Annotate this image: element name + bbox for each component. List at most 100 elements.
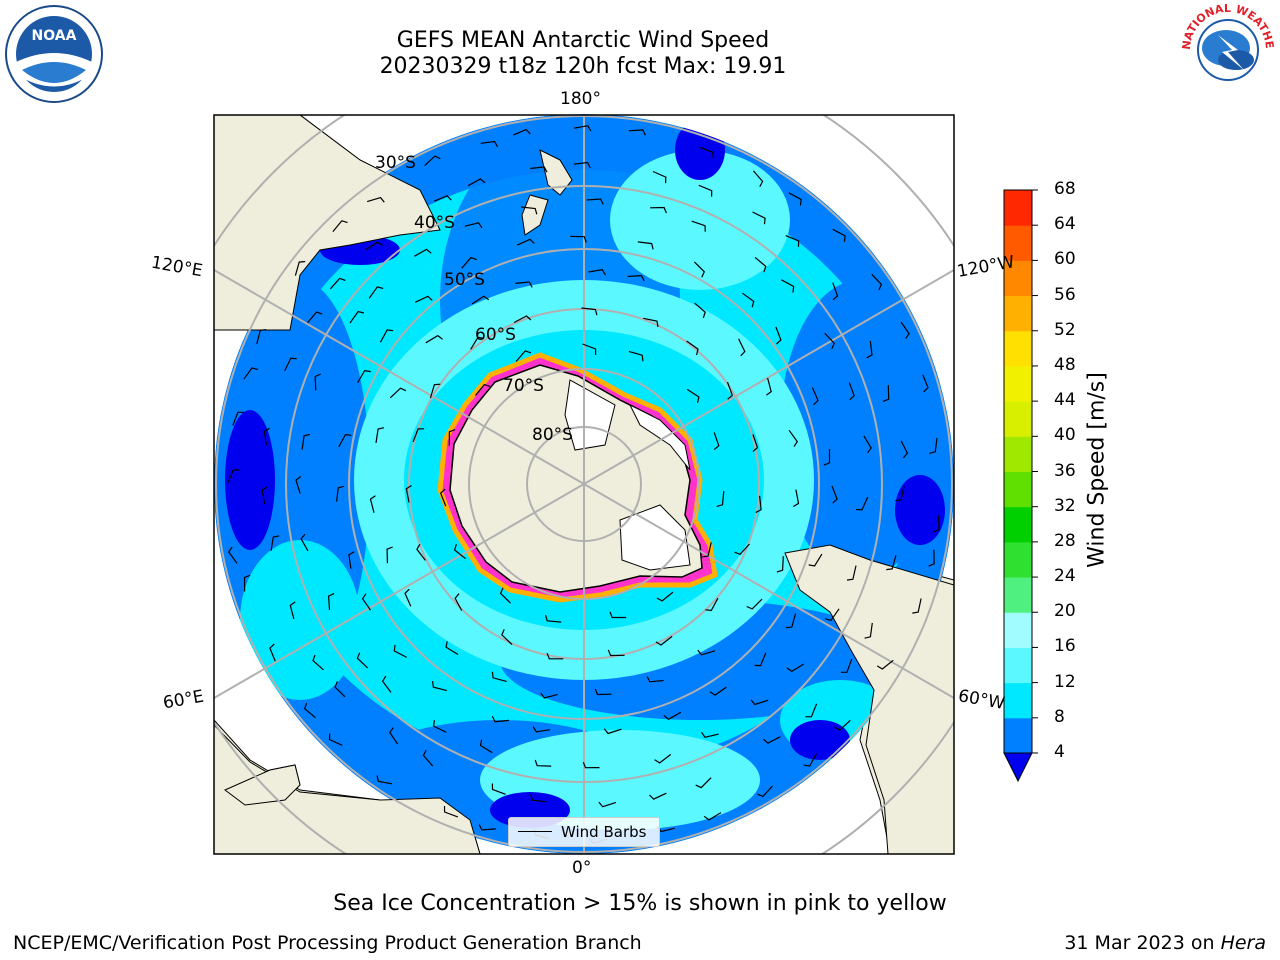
wind-barb bbox=[702, 542, 712, 558]
wind-barb bbox=[776, 556, 784, 573]
wind-barb bbox=[855, 496, 869, 511]
wind-barb bbox=[864, 622, 873, 639]
wind-barb bbox=[811, 387, 819, 406]
wind-barb bbox=[637, 241, 654, 250]
colorbar-tick-label: 8 bbox=[1054, 706, 1065, 727]
wind-barb bbox=[545, 614, 562, 623]
wind-barb bbox=[479, 739, 493, 754]
wind-barb bbox=[405, 484, 412, 503]
wind-barb bbox=[701, 731, 719, 738]
ross-ice-shelf bbox=[564, 379, 616, 451]
wind-barb bbox=[628, 350, 644, 362]
wind-barb bbox=[663, 711, 682, 721]
wind-barb bbox=[695, 777, 712, 789]
colorbar-segment bbox=[1004, 401, 1032, 437]
wind-barb bbox=[412, 428, 425, 443]
wind-barb bbox=[609, 611, 627, 619]
wind-barb bbox=[334, 681, 346, 698]
wind-barb bbox=[243, 367, 258, 380]
wind-barb bbox=[603, 728, 622, 735]
wind-barb bbox=[746, 598, 763, 610]
wind-barb bbox=[716, 490, 725, 507]
wind-barb bbox=[491, 716, 510, 723]
wind-barb bbox=[648, 792, 667, 800]
colorbar-segment bbox=[1004, 225, 1032, 261]
wind-barb bbox=[594, 688, 612, 696]
wind-barb bbox=[328, 733, 343, 746]
wind-barb bbox=[697, 649, 716, 656]
wind-barb bbox=[307, 311, 323, 324]
colorbar-tick-label: 40 bbox=[1054, 425, 1076, 446]
wind-barb bbox=[336, 485, 345, 502]
wind-barb bbox=[433, 720, 447, 733]
noaa-logo: NOAA bbox=[4, 4, 104, 104]
wind-barb bbox=[805, 703, 818, 718]
wind-barb bbox=[570, 235, 587, 243]
run-date: 31 Mar 2023 on Hera bbox=[1064, 932, 1266, 954]
lat-label-80s: 80°S bbox=[532, 425, 573, 445]
legend-line-swatch bbox=[518, 831, 552, 832]
wind-barb bbox=[573, 161, 591, 169]
lon-label-0: 0° bbox=[572, 858, 592, 878]
wind-barb bbox=[530, 794, 547, 803]
wind-barb bbox=[540, 692, 558, 699]
wind-barb bbox=[832, 282, 839, 301]
colorbar-tick-label: 68 bbox=[1054, 179, 1076, 199]
wind-barb bbox=[501, 629, 513, 646]
wind-barb bbox=[332, 220, 348, 232]
lat-label-70s: 70°S bbox=[503, 376, 544, 396]
wind-barb bbox=[532, 726, 551, 733]
wind-barb bbox=[573, 125, 592, 132]
wind-barb bbox=[654, 753, 672, 764]
colorbar bbox=[1003, 189, 1038, 783]
map-frame bbox=[213, 114, 955, 855]
wind-barb bbox=[754, 652, 767, 667]
wind-barb bbox=[464, 222, 483, 229]
wind-barb bbox=[786, 663, 804, 673]
wind-barb bbox=[429, 383, 441, 399]
colorbar-segment bbox=[1004, 295, 1032, 332]
wind-barb bbox=[228, 546, 238, 564]
wind-barb bbox=[389, 387, 407, 399]
wind-barb bbox=[467, 178, 486, 187]
wind-barb bbox=[646, 676, 664, 683]
wind-barb bbox=[263, 427, 270, 446]
wind-barb bbox=[530, 166, 548, 173]
wind-barb bbox=[499, 587, 512, 604]
wind-barb bbox=[513, 128, 531, 136]
wind-barb bbox=[270, 535, 280, 551]
wind-barb bbox=[693, 261, 706, 278]
colorbar-tick-label: 4 bbox=[1054, 742, 1065, 762]
wind-barb bbox=[269, 643, 276, 662]
colorbar-tick-label: 56 bbox=[1054, 284, 1076, 305]
colorbar-tick-label: 20 bbox=[1054, 601, 1076, 622]
wind-barb bbox=[375, 427, 385, 443]
wind-barb bbox=[368, 286, 384, 299]
wind-barb bbox=[598, 801, 617, 808]
lat-label-60s: 60°S bbox=[475, 325, 516, 345]
wind-barb bbox=[752, 434, 759, 452]
wind-barb bbox=[933, 515, 940, 533]
wind-barb bbox=[734, 543, 750, 556]
wind-barb bbox=[381, 675, 392, 693]
wind-barb bbox=[588, 269, 606, 276]
lat-label-40s: 40°S bbox=[414, 213, 455, 233]
colorbar-segment bbox=[1004, 612, 1032, 648]
wind-barb bbox=[922, 374, 929, 393]
colorbar-segment bbox=[1004, 471, 1032, 508]
colorbar-tick-label: 64 bbox=[1054, 214, 1076, 235]
wind-barb bbox=[686, 388, 700, 404]
wind-barb bbox=[301, 433, 311, 450]
wind-barb bbox=[691, 220, 706, 232]
colorbar-segment bbox=[1004, 647, 1032, 684]
wind-barb bbox=[491, 671, 507, 682]
wind-barb bbox=[699, 146, 714, 159]
lat-label-30s: 30°S bbox=[375, 153, 416, 173]
wind-barb bbox=[848, 382, 855, 401]
australia-land-overlay bbox=[214, 115, 441, 331]
wind-barb bbox=[752, 170, 764, 187]
wind-barb bbox=[785, 235, 800, 247]
wind-barb bbox=[788, 429, 799, 447]
wind-barb bbox=[425, 334, 443, 344]
